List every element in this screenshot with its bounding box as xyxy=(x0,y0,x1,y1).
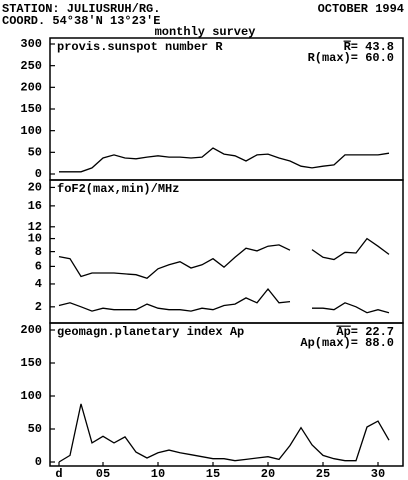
month: OCTOBER 1994 xyxy=(318,2,404,16)
panel-title: foF2(max,min)/MHz xyxy=(57,182,179,196)
y-tick-label: 16 xyxy=(28,199,42,213)
y-tick-label: 100 xyxy=(20,389,42,403)
y-tick-label: 0 xyxy=(35,455,42,469)
data-line xyxy=(58,287,390,314)
x-tick-label: d xyxy=(55,467,62,480)
y-tick-label: 150 xyxy=(20,102,42,116)
y-tick-label: 300 xyxy=(20,37,42,51)
x-tick-label: 30 xyxy=(371,467,385,480)
y-tick-label: 2 xyxy=(35,300,42,314)
x-tick-label: 25 xyxy=(316,467,330,480)
x-tick-label: 05 xyxy=(96,467,110,480)
stat-label: R(max)= 60.0 xyxy=(308,51,394,65)
y-tick-label: 20 xyxy=(28,181,42,195)
y-tick-label: 50 xyxy=(28,422,42,436)
panel-title: provis.sunspot number R xyxy=(57,40,223,54)
panel-title: geomagn.planetary index Ap xyxy=(57,325,244,339)
x-tick-label: 15 xyxy=(206,467,220,480)
y-tick-label: 200 xyxy=(20,323,42,337)
y-tick-label: 150 xyxy=(20,356,42,370)
stat-label: R= 43.8 xyxy=(344,40,394,54)
x-tick-label: 10 xyxy=(151,467,165,480)
y-tick-label: 6 xyxy=(35,260,42,274)
panel-frame xyxy=(49,179,404,324)
stat-label: Ap= 22.7 xyxy=(336,325,394,339)
panel-frame xyxy=(49,322,404,467)
y-tick-label: 10 xyxy=(28,232,42,246)
y-tick-label: 8 xyxy=(35,245,42,259)
y-tick-label: 50 xyxy=(28,146,42,160)
y-tick-label: 250 xyxy=(20,59,42,73)
y-tick-label: 100 xyxy=(20,124,42,138)
data-line xyxy=(59,147,390,173)
x-tick-label: 20 xyxy=(261,467,275,480)
data-line xyxy=(58,237,390,280)
station: STATION: JULIUSRUH/RG. xyxy=(2,2,160,16)
y-tick-label: 4 xyxy=(35,277,42,291)
y-tick-label: 200 xyxy=(20,81,42,95)
subtitle: monthly survey xyxy=(155,25,256,39)
y-tick-label: 0 xyxy=(35,167,42,181)
coord: COORD. 54°38'N 13°23'E xyxy=(2,14,160,28)
stat-label: Ap(max)= 88.0 xyxy=(300,336,394,350)
y-tick-label: 12 xyxy=(28,220,42,234)
data-line xyxy=(58,403,390,463)
